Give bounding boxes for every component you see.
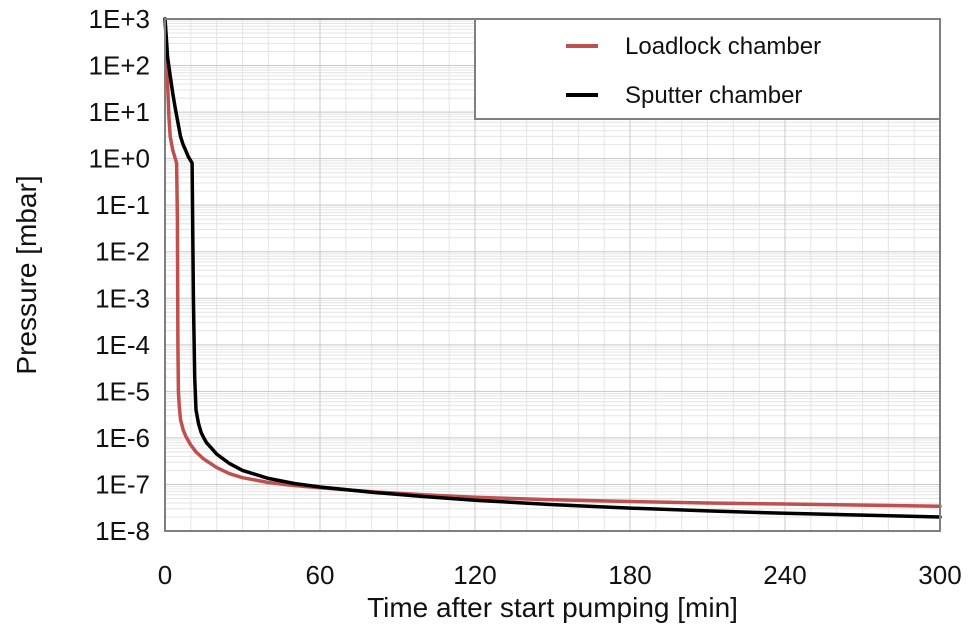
legend-box	[474, 18, 941, 120]
y-tick-label: 1E-8	[95, 516, 150, 546]
legend-label-sputter: Sputter chamber	[625, 82, 802, 109]
series-layer	[163, 17, 942, 519]
x-tick-label: 60	[306, 560, 335, 590]
x-tick-label: 180	[608, 560, 651, 590]
x-tick-label: 120	[453, 560, 496, 590]
x-tick-label: 0	[158, 560, 172, 590]
y-tick-label: 1E-3	[95, 283, 150, 313]
y-tick-label: 1E-1	[95, 190, 150, 220]
y-tick-label: 1E-2	[95, 237, 150, 267]
y-tick-label: 1E+1	[89, 97, 150, 127]
y-tick-label: 1E-5	[95, 376, 150, 406]
y-tick-label: 1E-4	[95, 330, 150, 360]
y-tick-label: 1E-6	[95, 423, 150, 453]
y-axis-ticks: 1E+3 1E+2 1E+1 1E+0 1E-1 1E-2 1E-3 1E-4 1E-5 1E-6…	[89, 4, 150, 546]
y-tick-label: 1E+0	[89, 144, 150, 174]
y-tick-label: 1E+2	[89, 51, 150, 81]
x-axis-ticks: 0 60 120 180 240 300	[158, 560, 962, 590]
series-line-loadlock	[163, 17, 942, 509]
legend: Loadlock chamber Sputter chamber	[474, 18, 941, 120]
x-tick-label: 300	[918, 560, 961, 590]
x-tick-label: 240	[763, 560, 806, 590]
y-axis-title: Pressure [mbar]	[11, 175, 42, 374]
legend-label-loadlock: Loadlock chamber	[625, 33, 821, 60]
y-tick-label: 1E+3	[89, 4, 150, 34]
y-tick-label: 1E-7	[95, 469, 150, 499]
x-axis-title: Time after start pumping [min]	[367, 592, 738, 623]
series-line-sputter	[163, 17, 942, 519]
